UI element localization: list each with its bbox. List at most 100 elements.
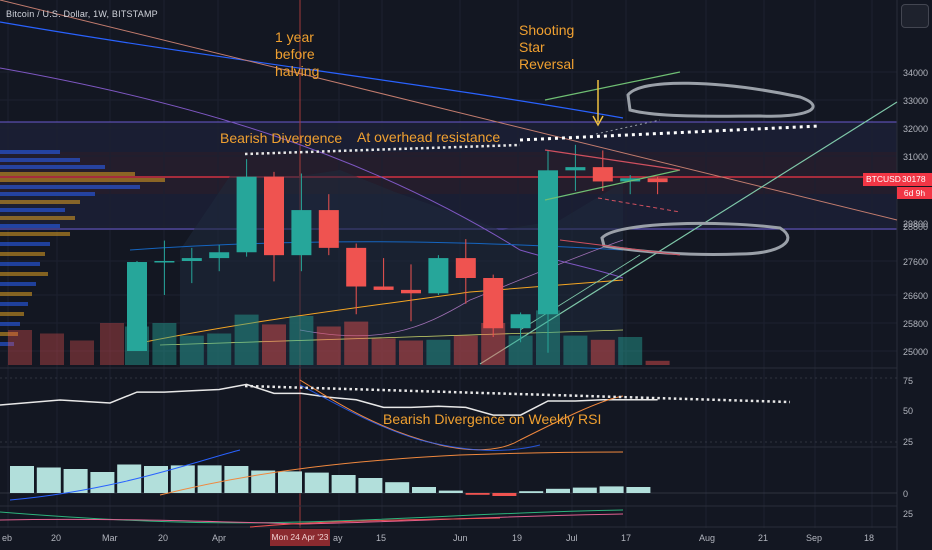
crosshair-date-label: Mon 24 Apr '23 [270, 529, 330, 546]
symbol-header: Bitcoin / U.S. Dollar, 1W, BITSTAMP [6, 9, 158, 19]
volume-bar [207, 333, 232, 365]
stoch-d-line [0, 513, 624, 525]
volume-profile-bar [0, 292, 32, 296]
supply-zone [0, 152, 897, 194]
moving-average-50 [129, 279, 624, 346]
volume-profile-bar [0, 282, 36, 286]
ascending-trendline [479, 101, 898, 365]
macd-signal-line [159, 451, 624, 496]
macd-histogram-bar [385, 482, 410, 493]
macd-tick-label: 0 [903, 489, 909, 499]
macd-histogram-bar [90, 472, 115, 493]
divergence-dotted-line [244, 143, 521, 156]
candles [127, 144, 668, 353]
x-tick-label: 21 [758, 533, 769, 543]
candle-body [538, 170, 558, 315]
macd-histogram-bar [304, 472, 329, 493]
volume-profile-bar [0, 224, 60, 228]
macd-histogram-bar [599, 486, 624, 493]
indicator-lines [0, 0, 898, 365]
volume-profile-bar [0, 302, 28, 306]
candle-body [209, 252, 230, 259]
macd-histogram-bar [412, 487, 436, 493]
macd-histogram-bar [492, 493, 517, 496]
volume-profile-bar [0, 192, 95, 196]
price-tag-value: 30178 [902, 174, 926, 184]
volume-bar [371, 338, 396, 365]
bollinger-basis [299, 239, 624, 337]
layout-toggle-button[interactable] [901, 4, 929, 28]
x-tick-label: Jun [453, 533, 468, 543]
volume-bar [289, 316, 314, 365]
macd-histogram-bar [572, 487, 597, 493]
volume-profile-bar [0, 252, 45, 256]
support-projection-line [559, 239, 681, 256]
x-tick-label: Jul [566, 533, 578, 543]
volume-bar [179, 335, 204, 365]
macd-histogram-bar [278, 471, 302, 493]
moving-average-100 [0, 67, 624, 279]
volume-profile-bar [0, 200, 80, 204]
volume-bar [234, 314, 259, 365]
x-tick-label: 18 [864, 533, 875, 543]
y-tick-label: 32000 [903, 124, 929, 134]
indicator-panes [0, 377, 897, 528]
annotation-bearish-divergence: Bearish Divergence [220, 130, 343, 146]
rsi-tick-label: 25 [903, 437, 914, 447]
candle-body [565, 167, 586, 171]
annotation-rsi-divergence: Bearish Divergence on Weekly RSI [383, 411, 602, 427]
candle-body [620, 178, 641, 182]
x-tick-label: 20 [51, 533, 62, 543]
candle-body [483, 278, 504, 329]
y-tick-label: 34000 [903, 68, 929, 78]
stoch-extra-line [249, 517, 501, 528]
candle-body [592, 167, 613, 182]
macd-histogram-bar [144, 466, 168, 493]
volume-profile-bar [0, 216, 75, 220]
volume-bar [152, 323, 177, 365]
macd-line [9, 449, 241, 501]
y-tick-label: 26600 [903, 291, 929, 301]
channel-lower-line [519, 254, 641, 331]
x-tick-label: Aug [699, 533, 716, 543]
price-tag-symbol: BTCUSD [866, 174, 901, 184]
candle-body [291, 210, 312, 256]
volume-profile-bar [0, 262, 40, 266]
moving-average-200 [0, 21, 624, 119]
macd-histogram-bar [358, 478, 383, 493]
resistance-dotted-line [519, 124, 821, 142]
annotation-shooting-star: Shooting Star Reversal [519, 22, 575, 72]
x-tick-label: Sep [806, 533, 823, 543]
volume-bar [262, 324, 286, 365]
x-tick-label: 19 [512, 533, 523, 543]
volume-bar [8, 330, 32, 365]
x-tick-label: 15 [376, 533, 387, 543]
volume-bar [316, 326, 341, 365]
candle-body [455, 258, 476, 278]
volume-bar [563, 335, 588, 365]
macd-histogram-bar [36, 467, 61, 493]
candle-body [647, 178, 668, 183]
rsi-signal-line [299, 384, 541, 451]
macd-histogram-bar [465, 493, 490, 495]
macd-histogram-bar [224, 466, 249, 493]
annotation-halving: 1 year before halving [275, 29, 320, 79]
candle-body [510, 314, 531, 329]
volume-bar [100, 323, 124, 365]
volume-profile-bar [0, 150, 60, 154]
candle-body [264, 176, 284, 256]
annotation-overhead-resistance: At overhead resistance [357, 129, 501, 145]
x-tick-label: 17 [621, 533, 632, 543]
y-tick-label: 33000 [903, 96, 929, 106]
volume-profile-bar [0, 172, 135, 176]
resistance-cloud-highlight [626, 81, 815, 118]
volume-bar [426, 339, 451, 365]
x-tick-label: Mar [102, 533, 118, 543]
drawings [244, 71, 821, 257]
moving-average-yellow [159, 329, 624, 346]
macd-histogram-bar [626, 487, 651, 493]
volume-profile-bar [0, 332, 18, 336]
shooting-star-arrow-head [592, 115, 604, 127]
volume-profile-bar [0, 272, 48, 276]
